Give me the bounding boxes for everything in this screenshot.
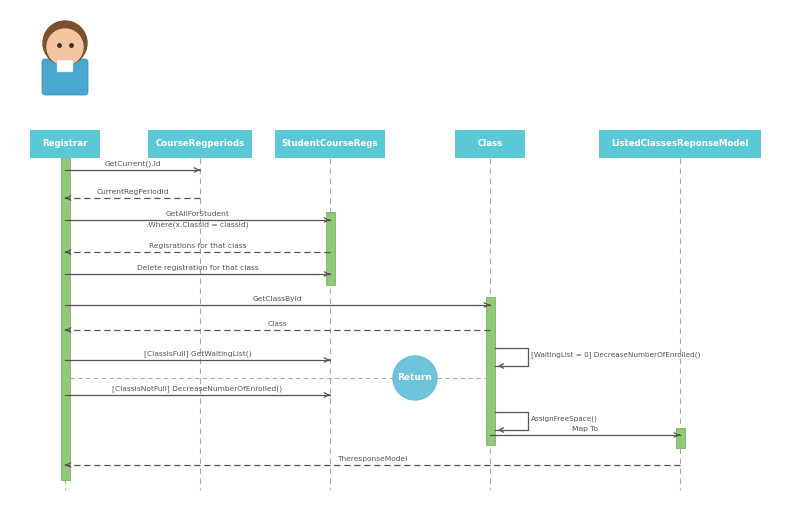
Text: GetCurrent().Id: GetCurrent().Id: [104, 160, 161, 167]
Circle shape: [393, 356, 437, 400]
Text: [ClassIsNotFull] DecreaseNumberOfEnrolled(): [ClassIsNotFull] DecreaseNumberOfEnrolle…: [113, 385, 282, 392]
Text: TheresponseModel: TheresponseModel: [338, 456, 408, 462]
Text: Class: Class: [478, 140, 502, 148]
Text: [WaitingList = 0] DecreaseNumberOfEnrolled(): [WaitingList = 0] DecreaseNumberOfEnroll…: [531, 351, 700, 358]
Text: GetClassById: GetClassById: [253, 296, 302, 302]
FancyBboxPatch shape: [30, 130, 100, 158]
Text: GetAllForStudent: GetAllForStudent: [166, 211, 230, 217]
Text: Map To: Map To: [572, 426, 598, 432]
Text: Registrar: Registrar: [42, 140, 88, 148]
Bar: [486, 297, 494, 445]
Text: AssignFreeSpace(): AssignFreeSpace(): [531, 415, 598, 421]
Text: ListedClassesReponseModel: ListedClassesReponseModel: [611, 140, 749, 148]
Circle shape: [43, 21, 87, 65]
FancyBboxPatch shape: [148, 130, 252, 158]
Text: Delete registration for that class: Delete registration for that class: [137, 265, 258, 271]
Text: Class: Class: [268, 321, 287, 327]
Text: [ClassIsFull] GetWaitingList(): [ClassIsFull] GetWaitingList(): [144, 350, 251, 357]
FancyBboxPatch shape: [57, 60, 73, 72]
Bar: [675, 428, 685, 448]
FancyBboxPatch shape: [42, 59, 88, 95]
FancyBboxPatch shape: [598, 130, 762, 158]
Text: Regisrations for that class: Regisrations for that class: [149, 243, 246, 249]
Circle shape: [47, 29, 83, 65]
Bar: [326, 212, 334, 285]
Text: Return: Return: [398, 374, 433, 383]
Text: CurrentRegPeriodId: CurrentRegPeriodId: [96, 189, 169, 195]
FancyBboxPatch shape: [274, 130, 386, 158]
Bar: [61, 155, 70, 480]
Text: .Where(x.ClassId = classId): .Where(x.ClassId = classId): [146, 222, 249, 228]
FancyBboxPatch shape: [455, 130, 525, 158]
Text: StudentCourseRegs: StudentCourseRegs: [282, 140, 378, 148]
Text: CourseRegperiods: CourseRegperiods: [155, 140, 245, 148]
